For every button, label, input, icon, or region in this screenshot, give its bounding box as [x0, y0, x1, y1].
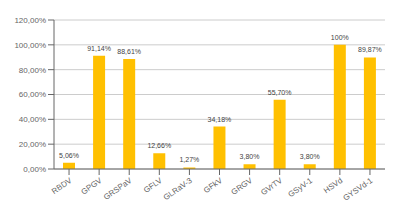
svg-text:34,18%: 34,18%: [208, 116, 232, 123]
svg-text:20,00%: 20,00%: [19, 140, 46, 149]
svg-text:100,00%: 100,00%: [14, 41, 46, 50]
svg-text:GVrTV: GVrTV: [259, 176, 284, 198]
svg-text:40,00%: 40,00%: [19, 115, 46, 124]
svg-text:HSVd: HSVd: [322, 176, 344, 195]
svg-text:91,14%: 91,14%: [87, 45, 111, 52]
svg-text:RBDV: RBDV: [50, 176, 74, 197]
svg-text:3,80%: 3,80%: [240, 153, 260, 160]
svg-text:80,00%: 80,00%: [19, 66, 46, 75]
svg-text:0,00%: 0,00%: [23, 165, 46, 174]
svg-text:GSyV-1: GSyV-1: [286, 176, 314, 199]
svg-text:120,00%: 120,00%: [14, 16, 46, 25]
svg-text:100%: 100%: [331, 34, 349, 41]
svg-text:12,66%: 12,66%: [147, 142, 171, 149]
svg-text:GRGV: GRGV: [230, 176, 255, 197]
svg-text:88,61%: 88,61%: [117, 48, 141, 55]
svg-text:GFLV: GFLV: [142, 176, 164, 195]
svg-text:5,06%: 5,06%: [59, 152, 79, 159]
svg-text:GFkV: GFkV: [202, 176, 224, 195]
svg-text:89,87%: 89,87%: [358, 46, 382, 53]
svg-text:GLRaV-3: GLRaV-3: [162, 176, 195, 203]
svg-text:60,00%: 60,00%: [19, 90, 46, 99]
svg-text:55,70%: 55,70%: [268, 89, 292, 96]
svg-text:GYSVd-1: GYSVd-1: [342, 176, 375, 203]
svg-text:GPGV: GPGV: [79, 176, 104, 197]
svg-text:3,80%: 3,80%: [300, 153, 320, 160]
svg-text:1,27%: 1,27%: [179, 156, 199, 163]
svg-text:GRSPaV: GRSPaV: [102, 176, 134, 202]
